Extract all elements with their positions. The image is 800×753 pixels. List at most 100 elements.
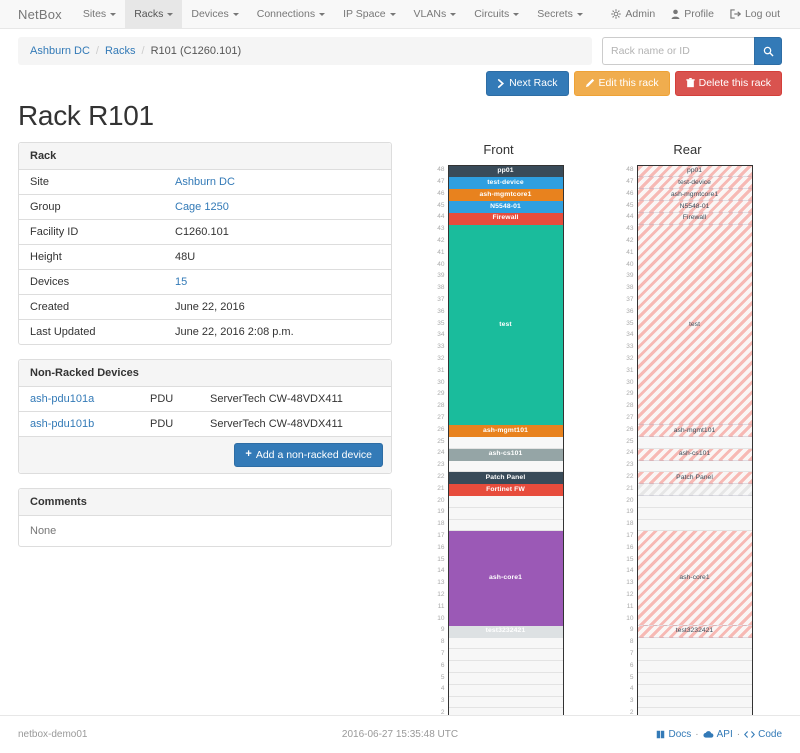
nav-item-vlans[interactable]: VLANs [405, 0, 466, 28]
rack-device-slot[interactable]: pp01 [637, 165, 752, 178]
rack-empty-unit[interactable] [637, 661, 752, 673]
nav-item-label: IP Space [343, 8, 386, 20]
rack-device-slot[interactable]: Patch Panel [637, 472, 752, 485]
rack-empty-unit[interactable] [448, 637, 563, 650]
rack-unit-number: 9 [629, 626, 634, 634]
rack-info-link[interactable]: Ashburn DC [175, 175, 235, 188]
rack-device-slot[interactable]: ash-mgmt101 [448, 425, 563, 437]
rack-device-slot[interactable]: Fortinet FW [448, 484, 563, 496]
nonracked-device-link[interactable]: ash-pdu101a [30, 392, 95, 405]
rack-info-key: Last Updated [19, 318, 164, 344]
rack-device-slot[interactable]: test3232421 [448, 625, 563, 638]
rack-unit-number: 19 [626, 508, 634, 516]
add-nonracked-device-button[interactable]: + Add a non-racked device [234, 442, 383, 468]
rack-empty-unit[interactable] [448, 672, 563, 685]
rack-empty-unit[interactable] [448, 436, 563, 449]
rack-device-slot[interactable]: ash-mgmtcore1 [448, 189, 563, 201]
rack-device-slot[interactable]: N5548-01 [637, 200, 752, 213]
rack-device-slot[interactable]: Patch Panel [448, 472, 563, 485]
rack-empty-unit[interactable] [637, 637, 752, 650]
breadcrumb-site[interactable]: Ashburn DC [30, 45, 90, 57]
rack-device-slot[interactable]: ash-core1 [637, 531, 752, 626]
rack-device-label: ash-mgmt101 [673, 426, 716, 434]
brand-logo[interactable]: NetBox [18, 6, 62, 22]
rack-unit-number: 31 [626, 366, 634, 374]
rack-empty-unit[interactable] [448, 507, 563, 520]
nav-item-sites[interactable]: Sites [74, 0, 125, 28]
rack-device-slot[interactable]: Firewall [448, 212, 563, 225]
delete-rack-button[interactable]: Delete this rack [674, 71, 782, 96]
rack-empty-unit[interactable] [448, 661, 563, 673]
nav-item-secrets[interactable]: Secrets [528, 0, 592, 28]
rack-empty-unit[interactable] [637, 684, 752, 697]
nav-item-ip-space[interactable]: IP Space [334, 0, 404, 28]
rack-device-slot[interactable]: ash-mgmt101 [637, 425, 752, 437]
footer-link-code[interactable]: Code [744, 729, 782, 740]
rack-info-link[interactable]: 15 [175, 275, 188, 288]
rack-unit-number: 9 [440, 626, 445, 634]
rack-empty-unit[interactable] [637, 696, 752, 709]
rack-device-slot[interactable]: test [637, 224, 752, 426]
nav-item-admin[interactable]: Admin [603, 0, 663, 28]
rack-device-slot[interactable]: pp01 [448, 165, 563, 178]
rack-device-slot[interactable]: test-device [637, 177, 752, 190]
rack-empty-unit[interactable] [448, 460, 563, 473]
rack-unit-number: 41 [626, 248, 634, 256]
rack-empty-unit[interactable] [448, 696, 563, 709]
rack-device-slot[interactable]: ash-cs101 [637, 448, 752, 461]
breadcrumb-racks[interactable]: Racks [104, 45, 136, 57]
nonracked-heading: Non-Racked Devices [19, 359, 391, 387]
rack-empty-unit[interactable] [637, 672, 752, 685]
rack-device-slot[interactable]: test [448, 224, 563, 426]
rack-device-label: test [499, 320, 512, 328]
rack-empty-unit[interactable] [637, 519, 752, 532]
footer-link-docs[interactable]: Docs [656, 729, 691, 740]
rack-unit-number: 14 [626, 567, 634, 575]
rack-unit-number: 8 [440, 638, 445, 646]
rack-info-link[interactable]: Cage 1250 [175, 200, 229, 213]
rack-empty-unit[interactable] [637, 460, 752, 473]
rack-device-slot[interactable]: ash-core1 [448, 531, 563, 626]
delete-rack-label: Delete this rack [698, 77, 771, 89]
nav-item-racks[interactable]: Racks [125, 0, 183, 28]
rack-empty-unit[interactable] [448, 495, 563, 508]
nav-item-profile[interactable]: Profile [663, 0, 722, 28]
nav-item-connections[interactable]: Connections [248, 0, 334, 28]
rack-device-slot[interactable]: Firewall [637, 212, 752, 225]
rack-device-slot[interactable]: ash-cs101 [448, 448, 563, 461]
action-buttons: Next Rack Edit this rack Delete this rac… [0, 65, 800, 96]
nav-item-label: Sites [82, 8, 107, 20]
breadcrumb-current: R101 (C1260.101) [150, 45, 242, 57]
rack-unit-number: 25 [437, 437, 445, 445]
rack-empty-unit[interactable] [448, 519, 563, 532]
nonracked-device-link[interactable]: ash-pdu101b [30, 417, 95, 430]
footer-link-label: API [716, 729, 733, 740]
next-rack-button[interactable]: Next Rack [486, 71, 569, 96]
rack-unit-number: 30 [437, 378, 445, 386]
rack-device-slot[interactable]: test-device [448, 177, 563, 190]
edit-rack-button[interactable]: Edit this rack [573, 71, 670, 96]
rack-empty-unit[interactable] [637, 495, 752, 508]
chevron-down-icon [232, 12, 239, 16]
rack-device-label: pp01 [497, 167, 514, 175]
nav-item-log-out[interactable]: Log out [722, 0, 788, 28]
rack-device-slot[interactable]: test3232421 [637, 625, 752, 638]
rack-device-slot[interactable] [637, 484, 752, 496]
rack-unit-number: 43 [437, 225, 445, 233]
breadcrumb: Ashburn DC / Racks / R101 (C1260.101) [18, 37, 592, 65]
nav-item-devices[interactable]: Devices [182, 0, 247, 28]
rack-info-key: Site [30, 175, 49, 188]
rack-device-slot[interactable]: N5548-01 [448, 200, 563, 213]
search-button[interactable] [754, 37, 782, 65]
rack-empty-unit[interactable] [637, 507, 752, 520]
rack-empty-unit[interactable] [637, 649, 752, 662]
search-input[interactable] [602, 37, 754, 65]
rack-device-slot[interactable]: ash-mgmtcore1 [637, 189, 752, 201]
footer-link-api[interactable]: API [703, 729, 733, 740]
nav-item-circuits[interactable]: Circuits [465, 0, 528, 28]
rack-empty-unit[interactable] [448, 684, 563, 697]
rack-empty-unit[interactable] [448, 649, 563, 662]
rack-unit-number: 38 [437, 284, 445, 292]
rack-empty-unit[interactable] [637, 436, 752, 449]
rack-unit-number: 31 [437, 366, 445, 374]
